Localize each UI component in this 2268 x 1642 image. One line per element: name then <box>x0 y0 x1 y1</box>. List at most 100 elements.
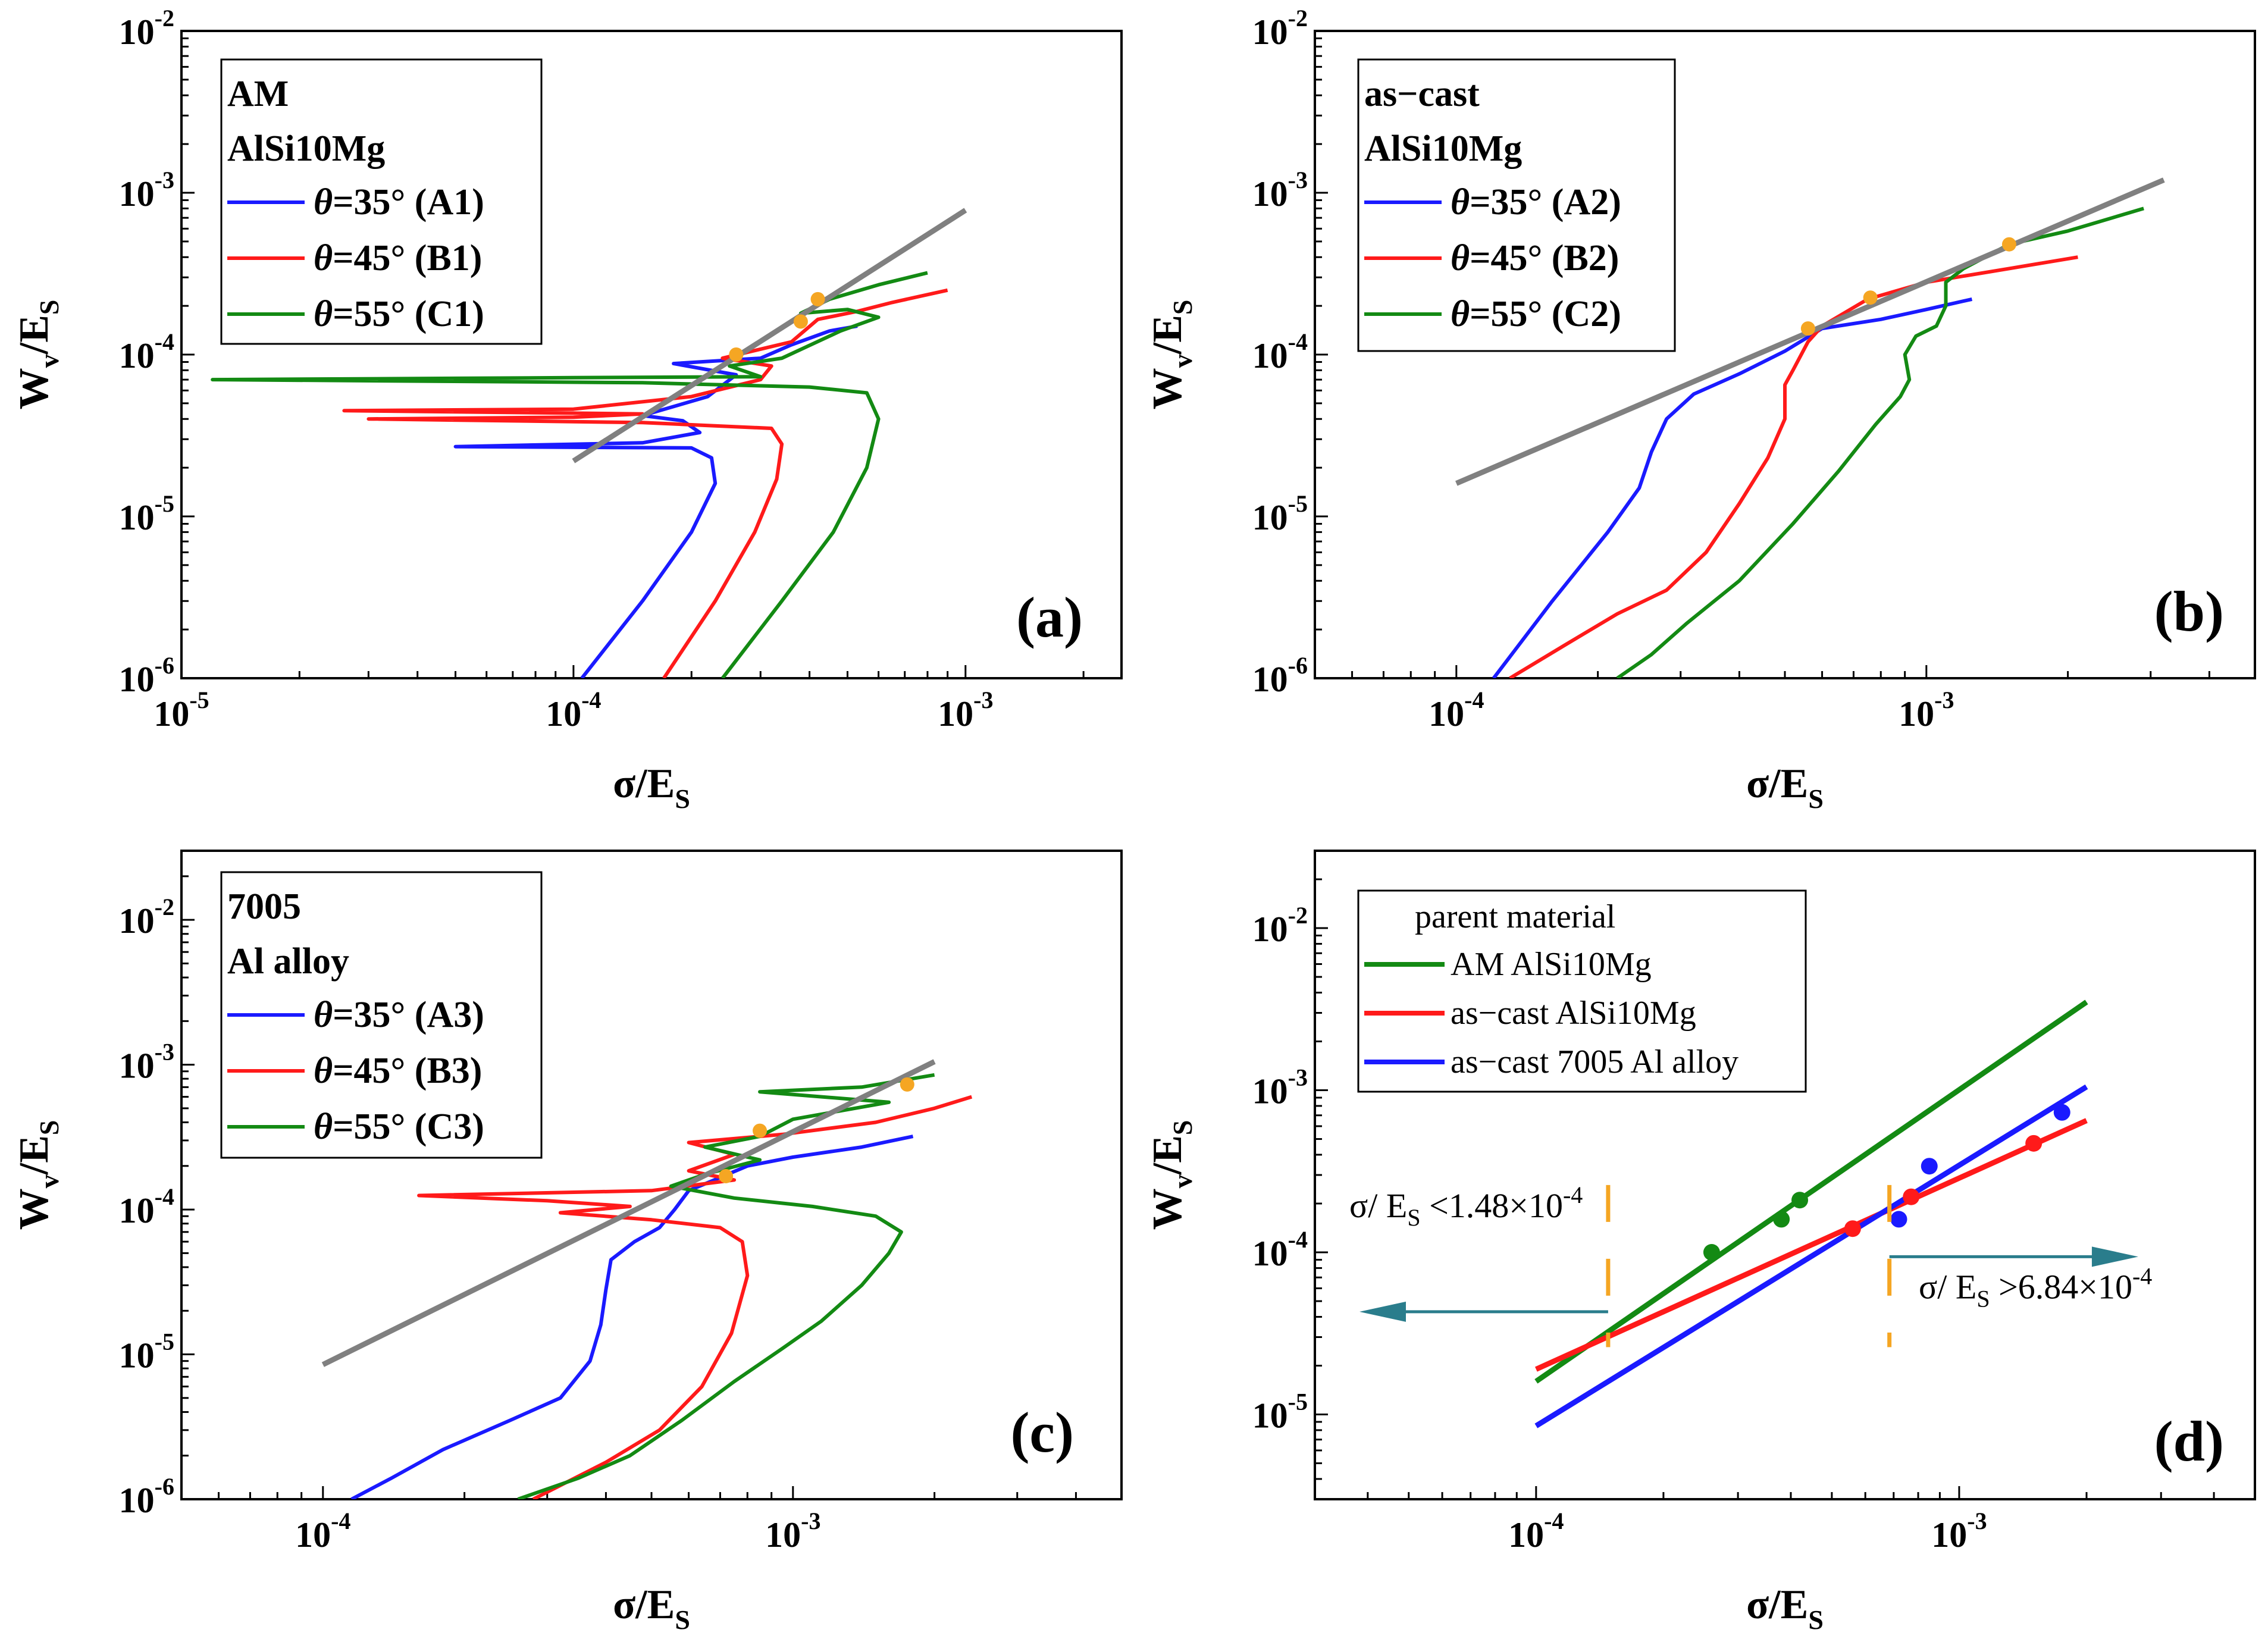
fit-line <box>572 208 967 463</box>
legend-box <box>1357 889 1807 1093</box>
legend-title-line1: AM <box>227 74 289 114</box>
legend-entry: as−cast AlSi10Mg <box>1451 995 1696 1032</box>
legend-entry: θ=55° (C2) <box>1451 294 1621 334</box>
y-tick-label: 10-2 <box>1252 902 1308 949</box>
y-tick-label: 10-5 <box>119 1328 174 1375</box>
legend: 7005 Al alloy θ=35° (A3) θ=45° (B3) θ=55° (C… <box>220 871 543 1159</box>
legend-entry: as−cast 7005 Al alloy <box>1451 1044 1738 1080</box>
onset-marker <box>1863 290 1878 305</box>
plot-area <box>1455 177 2165 678</box>
legend-entry: θ=55° (C1) <box>314 294 484 334</box>
series-line-2 <box>1509 255 2078 678</box>
onset-marker <box>900 1077 914 1092</box>
data-point <box>1890 1211 1907 1228</box>
legend-title: parent material <box>1415 898 1615 935</box>
legend: as−cast AlSi10Mg θ=35° (A2) θ=45° (B2) θ=55°… <box>1357 58 1676 352</box>
y-tick-label: 10-3 <box>1252 1064 1308 1111</box>
legend-entry: θ=45° (B2) <box>1451 238 1619 278</box>
onset-marker <box>810 292 825 306</box>
legend: AM AlSi10Mg θ=35° (A1) θ=45° (B1) θ=55° (C1) <box>220 58 543 345</box>
y-tick-label: 10-2 <box>1252 5 1308 52</box>
x-tick-label: 10-4 <box>1508 1508 1564 1555</box>
legend-box <box>1357 58 1676 352</box>
onset-marker <box>753 1123 768 1138</box>
x-tick-label: 10-5 <box>154 687 209 734</box>
series-line-1 <box>453 324 858 678</box>
onset-marker <box>2001 237 2016 252</box>
onset-marker <box>1800 321 1815 336</box>
plot-area <box>211 208 967 678</box>
legend-title-line2: AlSi10Mg <box>227 129 385 169</box>
x-tick-label: 10-4 <box>295 1508 350 1555</box>
x-axis-label: σ/ES <box>1746 761 1824 814</box>
panel-b: 10-4 10-3 10-6 10-5 10-4 10-3 10-2 σ/ES Wv/ES as−… <box>1145 5 2256 814</box>
y-axis-label: Wv/ES <box>11 300 64 410</box>
x-axis-label: σ/ES <box>613 761 690 814</box>
data-point <box>2053 1104 2070 1121</box>
panel-d: 10-4 10-3 10-5 10-4 10-3 10-2 σ/ES Wv/ES σ/ ES <… <box>1145 850 2256 1635</box>
panel-label: (a) <box>1016 585 1083 649</box>
panel-label: (d) <box>2154 1409 2224 1473</box>
y-tick-label: 10-3 <box>119 167 174 214</box>
y-axis-label: Wv/ES <box>1145 1120 1198 1230</box>
y-axis-label: Wv/ES <box>1145 300 1198 410</box>
y-tick-label: 10-4 <box>1252 1226 1308 1273</box>
fit-line-3 <box>1534 1084 2088 1428</box>
legend: parent material AM AlSi10Mg as−cast AlSi10… <box>1357 889 1807 1093</box>
y-tick-label: 10-5 <box>1252 490 1308 537</box>
y-tick-label: 10-2 <box>119 894 174 941</box>
x-axis-label: σ/ES <box>613 1582 690 1635</box>
fit-line-2 <box>1534 1118 2088 1372</box>
data-point <box>2025 1135 2043 1152</box>
y-tick-label: 10-6 <box>1252 652 1308 699</box>
legend-entry: θ=55° (C3) <box>314 1107 484 1147</box>
y-tick-label: 10-2 <box>119 5 174 52</box>
fit-line-1 <box>1534 999 2088 1384</box>
onset-marker <box>729 347 744 362</box>
data-point <box>1844 1220 1861 1237</box>
panel-c: 10-4 10-3 10-6 10-5 10-4 10-3 10-2 σ/ES Wv/ES 700… <box>11 850 1123 1635</box>
series-line-2 <box>417 1095 973 1499</box>
x-tick-label: 10-4 <box>546 687 601 734</box>
legend-title-line2: Al alloy <box>227 941 349 982</box>
x-tick-label: 10-3 <box>1899 687 1954 734</box>
y-tick-label: 10-3 <box>119 1039 174 1086</box>
data-point <box>1791 1192 1809 1209</box>
series-line-2 <box>342 288 948 678</box>
y-tick-label: 10-5 <box>1252 1389 1308 1436</box>
legend-entry: θ=35° (A1) <box>314 182 484 223</box>
legend-title-line1: as−cast <box>1364 74 1480 114</box>
range-arrowhead-1 <box>1359 1301 1406 1322</box>
y-tick-label: 10-4 <box>119 1183 174 1230</box>
y-tick-label: 10-6 <box>119 652 174 699</box>
legend-entry: θ=45° (B1) <box>314 238 482 278</box>
fit-line <box>321 1059 936 1367</box>
series-line-1 <box>1492 297 1973 678</box>
y-tick-label: 10-4 <box>119 328 174 375</box>
range-arrowhead-2 <box>2091 1246 2138 1267</box>
y-tick-label: 10-5 <box>119 490 174 537</box>
y-axis-label: Wv/ES <box>11 1120 64 1230</box>
x-tick-label: 10-4 <box>1429 687 1484 734</box>
y-tick-label: 10-6 <box>119 1473 174 1520</box>
onset-marker <box>719 1168 734 1183</box>
data-point <box>1773 1211 1790 1228</box>
x-tick-label: 10-3 <box>1931 1508 1987 1555</box>
panel-a: 10-5 10-4 10-310-610-510-410-310-2σ/ESWv/E… <box>11 5 1123 814</box>
plot-area <box>1534 999 2088 1428</box>
y-tick-label: 10-4 <box>1252 328 1308 375</box>
panel-label: (c) <box>1010 1400 1074 1464</box>
data-point <box>1703 1244 1720 1261</box>
legend-entry: θ=35° (A3) <box>314 995 484 1035</box>
data-point <box>1903 1188 1920 1205</box>
x-tick-label: 10-3 <box>765 1508 820 1555</box>
plot-area <box>321 1059 973 1499</box>
threshold-label-2: σ/ ES >6.84×10-4 <box>1919 1262 2152 1312</box>
panel-label: (b) <box>2154 579 2224 643</box>
threshold-label-1: σ/ ES <1.48×10-4 <box>1349 1182 1583 1231</box>
x-tick-label: 10-3 <box>938 687 993 734</box>
x-axis-label: σ/ES <box>1746 1582 1824 1635</box>
legend-entry: θ=35° (A2) <box>1451 182 1621 223</box>
legend-entry: θ=45° (B3) <box>314 1051 482 1091</box>
